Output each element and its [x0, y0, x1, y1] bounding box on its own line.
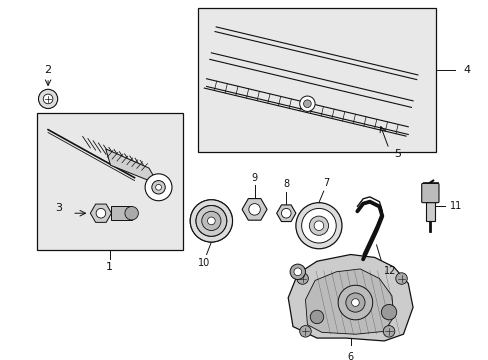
Text: 8: 8	[283, 179, 289, 189]
Circle shape	[293, 268, 301, 276]
Circle shape	[296, 273, 308, 284]
Text: 3: 3	[55, 203, 62, 213]
Text: 4: 4	[462, 65, 469, 75]
Circle shape	[207, 217, 215, 225]
Text: 7: 7	[323, 179, 329, 188]
Polygon shape	[287, 255, 412, 341]
Text: 2: 2	[44, 65, 52, 75]
Bar	[425, 202, 434, 221]
Text: 12: 12	[384, 266, 396, 276]
Circle shape	[196, 206, 226, 236]
Text: 1: 1	[106, 262, 113, 272]
Polygon shape	[305, 269, 393, 334]
Circle shape	[96, 208, 105, 218]
Circle shape	[381, 305, 396, 320]
Text: 11: 11	[448, 202, 461, 211]
Circle shape	[395, 273, 407, 284]
Circle shape	[43, 94, 53, 104]
Circle shape	[345, 293, 364, 312]
Circle shape	[303, 100, 311, 108]
Circle shape	[281, 208, 290, 218]
Circle shape	[351, 299, 359, 306]
Circle shape	[289, 264, 305, 279]
Bar	[198, 8, 435, 152]
Bar	[37, 113, 182, 250]
Circle shape	[202, 211, 221, 230]
Text: 10: 10	[197, 258, 209, 268]
Circle shape	[190, 200, 232, 242]
Circle shape	[313, 221, 323, 230]
Circle shape	[337, 285, 372, 320]
Polygon shape	[105, 149, 158, 184]
Bar	[110, 207, 131, 220]
Circle shape	[309, 216, 328, 235]
Circle shape	[151, 181, 165, 194]
Circle shape	[124, 207, 138, 220]
Text: 9: 9	[251, 173, 257, 183]
Circle shape	[310, 310, 323, 324]
FancyBboxPatch shape	[421, 184, 438, 203]
Circle shape	[301, 208, 336, 243]
Circle shape	[383, 325, 394, 337]
Circle shape	[299, 96, 314, 111]
Circle shape	[145, 174, 172, 201]
Circle shape	[299, 325, 311, 337]
Text: 6: 6	[347, 352, 353, 360]
Text: 5: 5	[393, 149, 400, 159]
Circle shape	[248, 204, 260, 215]
Circle shape	[155, 184, 161, 190]
Circle shape	[295, 203, 341, 249]
Circle shape	[39, 89, 58, 108]
Circle shape	[190, 200, 232, 242]
